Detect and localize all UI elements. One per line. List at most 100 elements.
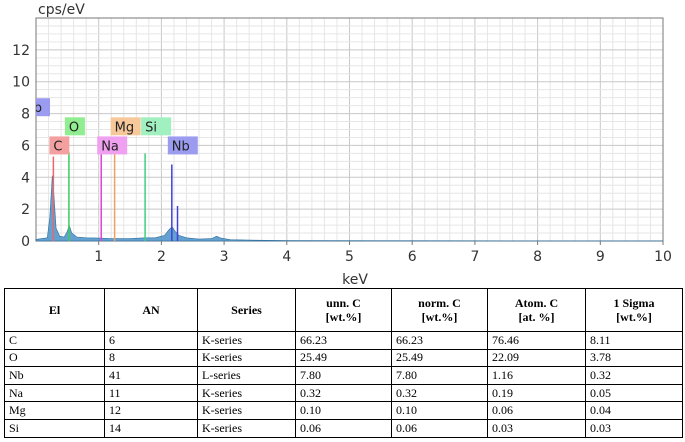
element-tag-box <box>167 136 198 155</box>
chart-grid <box>35 17 664 242</box>
element-tag-box <box>141 117 172 136</box>
table-row: Mg 12 K-series 0.10 0.10 0.06 0.04 <box>4 401 683 420</box>
element-tag-o: O <box>64 117 85 136</box>
element-tag-box <box>110 117 141 136</box>
x-tick-label: 10 <box>654 249 672 265</box>
cell-series: K-series <box>197 418 296 438</box>
cell-element: Si <box>4 418 105 438</box>
element-tag-label: Na <box>101 139 119 154</box>
cell-series: K-series <box>197 401 296 420</box>
cell-atom-c: 1.16 <box>487 366 586 385</box>
cell-unn-c: 0.32 <box>295 383 392 403</box>
cell-norm-c: 7.80 <box>391 366 488 385</box>
element-tag-group: CO Nb Na Mg Si Nb <box>24 98 198 155</box>
table-row: O 8 K-series 25.49 25.49 22.09 3.78 <box>4 348 683 368</box>
x-tick-label: 2 <box>157 249 166 265</box>
element-tag-na: Na <box>97 136 128 155</box>
element-tag-nb: Nb <box>24 98 50 117</box>
cell-atom-c: 0.19 <box>487 383 586 403</box>
element-tag-box <box>36 98 50 117</box>
spectrum-area <box>35 175 664 242</box>
cell-atom-c: 22.09 <box>487 348 586 368</box>
table-row: C 6 K-series 66.23 66.23 76.46 8.11 <box>4 331 683 350</box>
element-tag-c: C <box>49 136 70 155</box>
cell-series: L-series <box>197 366 296 385</box>
cell-element: Mg <box>4 401 105 420</box>
col-header-atom-c: Atom. C [at. %] <box>487 288 586 332</box>
cell-unn-c: 0.06 <box>295 418 392 438</box>
cell-sigma: 0.04 <box>585 401 683 420</box>
element-tag-label: O <box>69 120 79 135</box>
cell-norm-c: 0.32 <box>391 383 488 403</box>
cell-sigma: 3.78 <box>585 348 683 368</box>
x-tick-label: 6 <box>408 249 417 265</box>
cell-series: K-series <box>197 383 296 403</box>
spectrum-layer <box>35 175 664 242</box>
element-tag-label: Nb <box>172 139 190 154</box>
cell-norm-c: 66.23 <box>391 331 488 350</box>
cell-norm-c: 0.06 <box>391 418 488 438</box>
cell-sigma: 0.05 <box>585 383 683 403</box>
cell-element: Na <box>4 383 105 403</box>
element-tag-box <box>64 117 85 136</box>
cell-sigma: 0.03 <box>585 418 683 438</box>
col-header-series: Series <box>197 288 296 332</box>
element-tag-mg: Mg <box>110 117 141 136</box>
y-tick-label: 2 <box>21 202 30 218</box>
x-tick-label: 3 <box>220 249 229 265</box>
table-row: Nb 41 L-series 7.80 7.80 1.16 0.32 <box>4 366 683 385</box>
element-tag-box <box>97 136 128 155</box>
cell-atomic-number: 6 <box>104 331 198 350</box>
cell-sigma: 0.32 <box>585 366 683 385</box>
cell-unn-c: 66.23 <box>295 331 392 350</box>
cell-sigma: 8.11 <box>585 331 683 350</box>
element-tag-label: Si <box>145 120 157 135</box>
element-tag-si: Si <box>141 117 172 136</box>
quantification-table: El AN Series unn. C [wt.%] norm. C [wt.%] … <box>4 288 683 438</box>
y-tick-label: 10 <box>12 75 30 91</box>
cell-series: K-series <box>197 331 296 350</box>
element-tag-box <box>49 136 70 155</box>
cell-atomic-number: 41 <box>104 366 198 385</box>
element-tags: CO Nb Na Mg Si Nb <box>24 98 198 155</box>
element-tag-nb: Nb <box>167 136 198 155</box>
cell-unn-c: 0.10 <box>295 401 392 420</box>
col-header-atomic-number: AN <box>104 288 198 332</box>
x-tick-label: 5 <box>345 249 354 265</box>
x-tick-label: 1 <box>94 249 103 265</box>
element-tag-label: Mg <box>115 120 134 135</box>
cell-atom-c: 0.06 <box>487 401 586 420</box>
cell-norm-c: 0.10 <box>391 401 488 420</box>
x-tick-label: 8 <box>533 249 542 265</box>
cell-element: C <box>4 331 105 350</box>
x-tick-label: 4 <box>282 249 291 265</box>
cell-element: O <box>4 348 105 368</box>
cell-unn-c: 25.49 <box>295 348 392 368</box>
table-row: Si 14 K-series 0.06 0.06 0.03 0.03 <box>4 418 683 438</box>
cell-atomic-number: 12 <box>104 401 198 420</box>
y-tick-label: 0 <box>21 234 30 250</box>
y-axis-label: cps/eV <box>38 2 85 18</box>
y-tick-label: 12 <box>12 43 30 59</box>
x-tick-label: 7 <box>470 249 479 265</box>
y-tick-label: 4 <box>21 170 30 186</box>
y-tick-label: 6 <box>21 138 30 154</box>
cell-norm-c: 25.49 <box>391 348 488 368</box>
cell-unn-c: 7.80 <box>295 366 392 385</box>
y-tick-label: 8 <box>21 107 30 123</box>
cell-atom-c: 0.03 <box>487 418 586 438</box>
table-row: Na 11 K-series 0.32 0.32 0.19 0.05 <box>4 383 683 403</box>
table-header-row: El AN Series unn. C [wt.%] norm. C [wt.%] … <box>4 288 683 332</box>
cell-atomic-number: 11 <box>104 383 198 403</box>
x-tick-label: 9 <box>596 249 605 265</box>
cell-series: K-series <box>197 348 296 368</box>
col-header-unn-c: unn. C [wt.%] <box>295 288 392 332</box>
element-lines <box>52 143 179 241</box>
cell-element: Nb <box>4 366 105 385</box>
element-tag-label: Nb <box>24 101 42 116</box>
element-tag-label: C <box>53 139 62 154</box>
col-header-norm-c: norm. C [wt.%] <box>391 288 488 332</box>
cell-atomic-number: 14 <box>104 418 198 438</box>
